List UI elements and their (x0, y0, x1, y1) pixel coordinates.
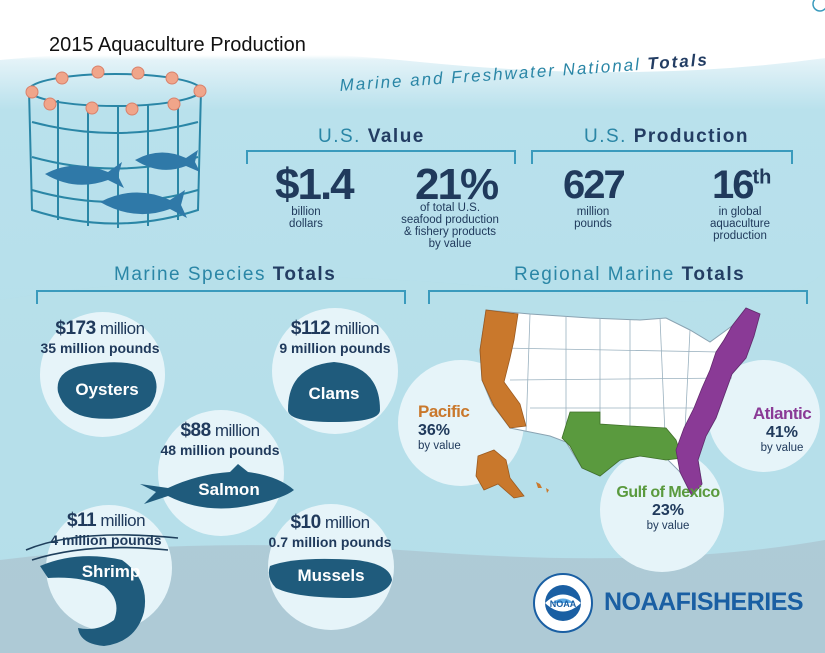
oyster-icon (57, 362, 157, 419)
oysters-label: Oysters (75, 380, 139, 399)
production-stat-number: 627 (563, 163, 626, 207)
shrimp-pounds: 4 million pounds (50, 532, 162, 548)
us-value-heading: U.S. Value (318, 126, 425, 148)
rank-stat-line3: production (713, 230, 767, 242)
shrimp-value: $11 million (36, 510, 176, 532)
share-stat-line2: seafood production (401, 214, 499, 226)
noaa-fisheries-wordmark: NOAAFISHERIES (604, 588, 804, 617)
value-stat-caption: billion dollars (272, 206, 340, 230)
value-stat-caption-line2: dollars (289, 218, 323, 230)
us-production-bold: Production (633, 126, 750, 147)
gulf-pct: 23% (651, 502, 685, 519)
us-value-bracket (246, 150, 516, 164)
salmon-pounds: 48 million pounds (160, 442, 280, 458)
gulf-label-group: Gulf of Mexico 23% by value (606, 484, 730, 532)
mussels-value-unit: million (320, 513, 370, 532)
us-value-prefix: U.S. (318, 126, 361, 147)
top-white-band (0, 0, 825, 73)
salmon-icon (140, 464, 294, 509)
production-stat-caption: million pounds (553, 206, 633, 230)
atlantic-pct: 41% (765, 424, 799, 441)
alaska-region (475, 449, 525, 499)
wordmark-noaa: NOAA (604, 588, 676, 616)
salmon-value-number: $88 (180, 420, 211, 441)
mussels-value-number: $10 (290, 512, 321, 533)
regional-heading-prefix: Regional Marine (514, 264, 675, 285)
clams-label: Clams (308, 384, 360, 403)
mussel-icon (268, 558, 392, 598)
mussels-label: Mussels (297, 566, 365, 585)
fish-pen-icon (25, 65, 207, 228)
value-stat-caption-line1: billion (291, 206, 321, 218)
rank-stat-line2: aquaculture (709, 218, 771, 230)
noaa-seal-icon: NOAA (533, 573, 593, 633)
oysters-value: $173 million (30, 318, 170, 340)
share-stat-line1: of total U.S. (419, 202, 481, 214)
share-stat-line3: & fishery products (403, 226, 497, 238)
pacific-pct: 36% (418, 422, 451, 439)
atlantic-by: by value (760, 442, 804, 454)
wordmark-fisheries: FISHERIES (675, 588, 804, 616)
clams-value-number: $112 (290, 318, 331, 339)
share-stat-caption: of total U.S. seafood production & fishe… (390, 202, 510, 250)
us-map (475, 307, 761, 499)
species-heading: Marine Species Totals (114, 264, 336, 286)
us-production-heading: U.S. Production (584, 126, 749, 148)
production-stat-line2: pounds (574, 218, 612, 230)
oysters-value-number: $173 (55, 318, 96, 339)
national-totals-bold: Totals (646, 50, 710, 74)
clam-icon (288, 362, 380, 422)
pacific-label-group: Pacific 36% by value (418, 402, 488, 452)
share-stat-number: 21% (415, 160, 499, 209)
rank-stat-line1: in global (718, 206, 762, 218)
salmon-label: Salmon (198, 480, 260, 499)
regional-heading-bold: Totals (681, 264, 746, 285)
gulf-by: by value (646, 520, 690, 532)
seal-text: NOAA (550, 599, 577, 609)
atlantic-region (675, 307, 761, 497)
atlantic-name: Atlantic (752, 404, 812, 423)
clams-pounds: 9 million pounds (279, 340, 391, 356)
species-heading-bold: Totals (272, 264, 337, 285)
regional-heading: Regional Marine Totals (514, 264, 745, 286)
atlantic-label-group: Atlantic 41% by value (742, 404, 822, 454)
bottom-wave (0, 540, 825, 653)
rank-stat-number: 16th (712, 163, 771, 208)
page-title: 2015 Aquaculture Production (49, 34, 306, 56)
species-bracket (36, 290, 406, 304)
value-stat-number: $1.4 (275, 160, 355, 209)
mussels-value: $10 million (260, 512, 400, 534)
gulf-name: Gulf of Mexico (616, 484, 720, 501)
rank-stat-value: 16 (712, 163, 754, 207)
gulf-region (561, 411, 683, 477)
corner-circle-icon (812, 0, 825, 12)
shrimp-value-number: $11 (66, 510, 97, 531)
shrimp-value-unit: million (96, 511, 146, 530)
shrimp-label: Shrimp (81, 562, 141, 581)
salmon-value-unit: million (210, 421, 260, 440)
shrimp-icon (25, 534, 179, 646)
production-stat-line1: million (576, 206, 610, 218)
us-value-bold: Value (367, 126, 425, 147)
hawaii-region (536, 482, 549, 493)
clams-value: $112 million (265, 318, 405, 340)
pacific-name: Pacific (418, 402, 470, 421)
rank-stat-suffix: th (752, 166, 772, 189)
oysters-pounds: 35 million pounds (40, 340, 160, 356)
species-heading-prefix: Marine Species (114, 264, 266, 285)
share-stat-line4: by value (428, 238, 472, 250)
salmon-value: $88 million (150, 420, 290, 442)
clams-value-unit: million (330, 319, 380, 338)
regional-bracket (428, 290, 808, 304)
mussels-pounds: 0.7 million pounds (268, 534, 392, 550)
rank-stat-caption: in global aquaculture production (695, 206, 785, 242)
pacific-region (479, 309, 527, 429)
gulf-circle (600, 448, 724, 572)
pacific-by: by value (418, 440, 461, 452)
oysters-value-unit: million (95, 319, 145, 338)
us-production-prefix: U.S. (584, 126, 627, 147)
us-production-bracket (531, 150, 793, 164)
